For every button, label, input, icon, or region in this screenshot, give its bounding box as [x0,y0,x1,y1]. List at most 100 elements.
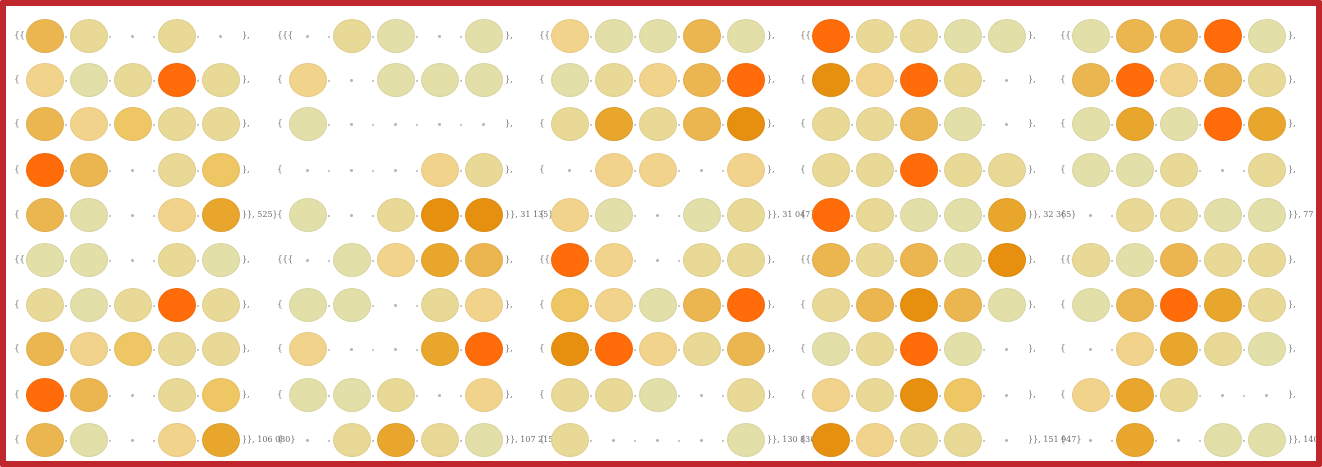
separator-dot [1243,395,1245,397]
bubble-cell [639,378,677,412]
separator-dot [153,170,155,172]
bubble-cell [1116,107,1154,141]
bubble-cell [1160,332,1198,366]
close-brace: }, [505,165,513,174]
bubble-cell [333,19,371,53]
empty-cell-dot [306,259,309,262]
bubble-cell [683,332,721,366]
bubble-cell [289,332,327,366]
bubble-cell [1116,243,1154,277]
bubble-cell [70,288,108,322]
bubble-cell [158,153,196,187]
close-brace: }, [767,255,775,264]
separator-dot [109,36,111,38]
separator-dot [590,215,592,217]
bubble-cell [1160,107,1198,141]
bubble-cell [1248,153,1286,187]
separator-dot [634,440,636,442]
separator-dot [416,124,418,126]
bubble-cell [1072,63,1110,97]
separator-dot [590,260,592,262]
bubble-cell [1248,198,1286,232]
close-brace: }, [505,344,513,353]
separator-dot [851,260,853,262]
bubble-cell [1116,19,1154,53]
separator-dot [722,260,724,262]
bubble-cell [988,19,1026,53]
separator-dot [197,170,199,172]
bubble-cell [683,19,721,53]
separator-dot [460,395,462,397]
separator-dot [197,349,199,351]
bubble-cell [1116,378,1154,412]
separator-dot [939,170,941,172]
bubble-cell [1072,19,1110,53]
bubble-cell [1160,288,1198,322]
close-brace: }, [767,119,775,128]
separator-dot [1111,395,1113,397]
separator-dot [634,36,636,38]
bubble-cell [1160,19,1198,53]
bubble-cell [639,153,677,187]
open-brace: { [14,75,20,85]
bubble-cell [856,63,894,97]
bubble-cell [1248,63,1286,97]
separator-dot [460,440,462,442]
close-brace: }, [1288,300,1296,309]
separator-dot [372,395,374,397]
bubble-cell [289,378,327,412]
separator-dot [328,36,330,38]
separator-dot [1111,260,1113,262]
separator-dot [1111,215,1113,217]
bubble-cell [1248,19,1286,53]
close-brace: }, [242,390,250,399]
bubble-cell [727,153,765,187]
close-brace: }}, 31 135} [505,210,554,219]
bubble-cell [70,378,108,412]
separator-dot [153,36,155,38]
bubble-cell [421,243,459,277]
separator-dot [460,80,462,82]
close-brace: }, [1288,255,1296,264]
separator-dot [416,305,418,307]
separator-dot [1243,349,1245,351]
separator-dot [1111,440,1113,442]
separator-dot [416,260,418,262]
separator-dot [678,36,680,38]
close-brace: }, [1028,344,1036,353]
bubble-cell [944,198,982,232]
bubble-cell [944,153,982,187]
empty-cell-dot [131,169,134,172]
bubble-cell [465,288,503,322]
separator-dot [65,215,67,217]
separator-dot [1155,260,1157,262]
separator-dot [65,440,67,442]
separator-dot [328,124,330,126]
bubble-cell [551,198,589,232]
close-brace: }, [242,300,250,309]
bubble-cell [944,288,982,322]
close-brace: }, [1028,165,1036,174]
bubble-cell [26,19,64,53]
close-brace: }, [1288,344,1296,353]
separator-dot [197,260,199,262]
empty-cell-dot [482,123,485,126]
separator-dot [416,440,418,442]
separator-dot [1155,305,1157,307]
separator-dot [1199,260,1201,262]
bubble-cell [158,198,196,232]
separator-dot [372,124,374,126]
separator-dot [634,170,636,172]
close-brace: }, [1028,300,1036,309]
open-brace: { [1060,344,1066,354]
bubble-cell [727,243,765,277]
separator-dot [851,215,853,217]
bubble-cell [1204,107,1242,141]
empty-cell-dot [394,123,397,126]
empty-cell-dot [656,439,659,442]
separator-dot [65,80,67,82]
open-brace: { [277,300,283,310]
bubble-cell [1204,243,1242,277]
bubble-cell [639,63,677,97]
